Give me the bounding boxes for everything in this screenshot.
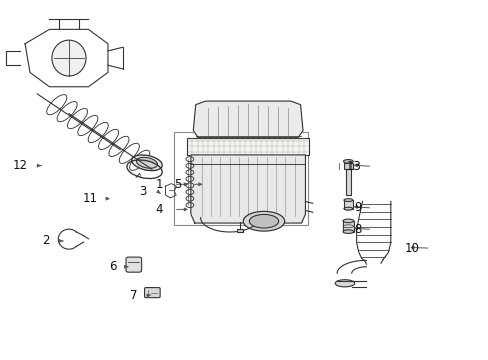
Text: 8: 8 bbox=[353, 223, 361, 236]
FancyBboxPatch shape bbox=[126, 257, 142, 272]
Ellipse shape bbox=[342, 230, 353, 233]
Bar bbox=[187, 138, 308, 155]
Ellipse shape bbox=[243, 211, 284, 231]
Text: 11: 11 bbox=[82, 192, 97, 205]
Ellipse shape bbox=[334, 280, 354, 287]
FancyBboxPatch shape bbox=[144, 288, 160, 298]
Text: 13: 13 bbox=[346, 160, 361, 173]
Text: 3: 3 bbox=[139, 185, 147, 198]
Ellipse shape bbox=[136, 157, 157, 168]
Polygon shape bbox=[190, 155, 305, 223]
Text: 12: 12 bbox=[13, 159, 27, 172]
Text: 10: 10 bbox=[405, 242, 419, 255]
Bar bbox=[173, 132, 307, 225]
Text: 9: 9 bbox=[353, 202, 361, 215]
Bar bbox=[343, 163, 352, 169]
Ellipse shape bbox=[343, 207, 352, 210]
Bar bbox=[345, 169, 350, 195]
Text: 7: 7 bbox=[129, 289, 137, 302]
Ellipse shape bbox=[342, 219, 353, 223]
Ellipse shape bbox=[343, 159, 352, 163]
Bar bbox=[343, 200, 352, 209]
Bar bbox=[342, 221, 353, 231]
Bar bbox=[236, 229, 242, 232]
Ellipse shape bbox=[131, 155, 162, 171]
Text: 5: 5 bbox=[173, 178, 181, 191]
Text: 2: 2 bbox=[42, 234, 49, 247]
Ellipse shape bbox=[343, 199, 352, 202]
Text: 1: 1 bbox=[155, 178, 163, 191]
Ellipse shape bbox=[52, 40, 86, 76]
Text: 6: 6 bbox=[109, 260, 117, 273]
Text: 4: 4 bbox=[155, 203, 163, 216]
Ellipse shape bbox=[249, 215, 278, 228]
Polygon shape bbox=[193, 101, 303, 138]
